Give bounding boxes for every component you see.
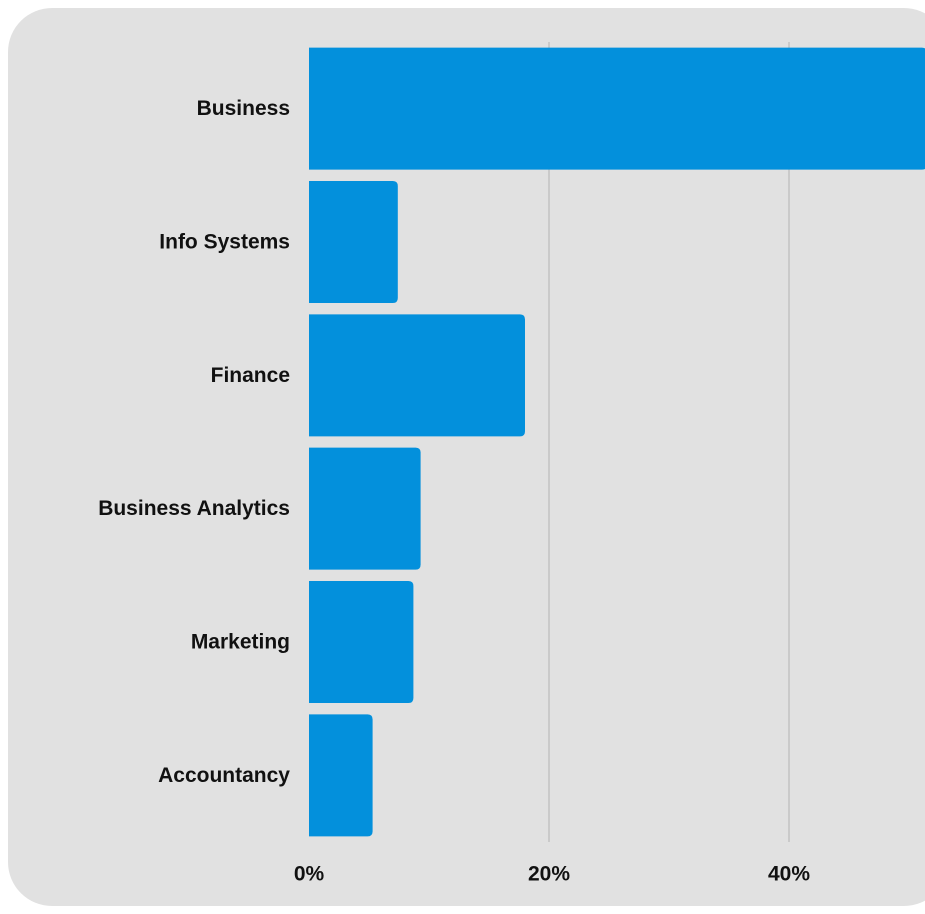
chart-card: Business Info Systems Finance Business Anal… <box>8 8 925 906</box>
category-label-marketing: Marketing <box>191 631 290 654</box>
bar-accountancy <box>309 714 373 837</box>
x-tick-label-40: 40% <box>768 863 810 886</box>
gridlines <box>548 42 790 842</box>
x-axis-tick-labels: 0% 20% 40% <box>294 863 811 886</box>
bar-business <box>309 47 925 170</box>
category-label-info-systems: Info Systems <box>159 231 290 254</box>
category-label-accountancy: Accountancy <box>158 764 290 787</box>
bar-chart: Business Info Systems Finance Business Anal… <box>98 42 925 886</box>
bar-info-systems <box>309 181 398 303</box>
bar-marketing <box>309 581 414 703</box>
category-label-business-analytics: Business Analytics <box>98 497 290 520</box>
bar-finance <box>309 314 525 437</box>
x-tick-label-0: 0% <box>294 863 325 886</box>
category-labels: Business Info Systems Finance Business Anal… <box>98 97 290 787</box>
category-label-business: Business <box>197 97 290 120</box>
bars <box>309 47 925 837</box>
category-label-finance: Finance <box>211 364 290 387</box>
x-tick-label-20: 20% <box>528 863 570 886</box>
bar-business-analytics <box>309 447 421 570</box>
